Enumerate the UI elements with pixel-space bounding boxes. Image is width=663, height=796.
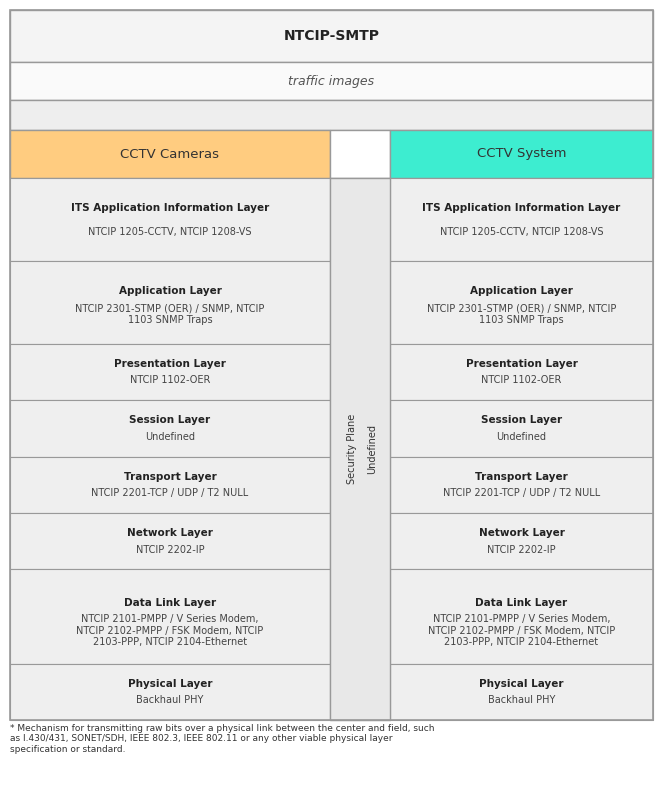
Text: NTCIP 2301-STMP (OER) / SNMP, NTCIP
1103 SNMP Traps: NTCIP 2301-STMP (OER) / SNMP, NTCIP 1103… bbox=[76, 304, 265, 326]
Text: Network Layer: Network Layer bbox=[127, 529, 213, 538]
Text: NTCIP 2301-STMP (OER) / SNMP, NTCIP
1103 SNMP Traps: NTCIP 2301-STMP (OER) / SNMP, NTCIP 1103… bbox=[427, 304, 616, 326]
Text: NTCIP 1205-CCTV, NTCIP 1208-VS: NTCIP 1205-CCTV, NTCIP 1208-VS bbox=[88, 227, 252, 237]
FancyBboxPatch shape bbox=[10, 100, 653, 130]
FancyBboxPatch shape bbox=[390, 513, 653, 569]
FancyBboxPatch shape bbox=[390, 178, 653, 261]
Text: Transport Layer: Transport Layer bbox=[123, 472, 216, 482]
Text: Transport Layer: Transport Layer bbox=[475, 472, 568, 482]
Text: NTCIP 2202-IP: NTCIP 2202-IP bbox=[487, 544, 556, 555]
Text: Backhaul PHY: Backhaul PHY bbox=[137, 695, 204, 705]
Text: Backhaul PHY: Backhaul PHY bbox=[488, 695, 555, 705]
FancyBboxPatch shape bbox=[10, 10, 653, 62]
Text: NTCIP 2101-PMPP / V Series Modem,
NTCIP 2102-PMPP / FSK Modem, NTCIP
2103-PPP, N: NTCIP 2101-PMPP / V Series Modem, NTCIP … bbox=[428, 614, 615, 647]
FancyBboxPatch shape bbox=[10, 261, 330, 344]
Text: NTCIP 2101-PMPP / V Series Modem,
NTCIP 2102-PMPP / FSK Modem, NTCIP
2103-PPP, N: NTCIP 2101-PMPP / V Series Modem, NTCIP … bbox=[76, 614, 264, 647]
FancyBboxPatch shape bbox=[10, 457, 330, 513]
Text: Application Layer: Application Layer bbox=[119, 286, 221, 295]
Text: ITS Application Information Layer: ITS Application Information Layer bbox=[71, 203, 269, 213]
FancyBboxPatch shape bbox=[390, 261, 653, 344]
FancyBboxPatch shape bbox=[390, 344, 653, 400]
FancyBboxPatch shape bbox=[390, 457, 653, 513]
FancyBboxPatch shape bbox=[390, 130, 653, 178]
Text: NTCIP 2201-TCP / UDP / T2 NULL: NTCIP 2201-TCP / UDP / T2 NULL bbox=[443, 488, 600, 498]
Text: Session Layer: Session Layer bbox=[481, 416, 562, 425]
Text: NTCIP 1102-OER: NTCIP 1102-OER bbox=[130, 375, 210, 385]
Text: * Mechanism for transmitting raw bits over a physical link between the center an: * Mechanism for transmitting raw bits ov… bbox=[10, 724, 434, 754]
FancyBboxPatch shape bbox=[390, 400, 653, 457]
Text: Network Layer: Network Layer bbox=[479, 529, 564, 538]
FancyBboxPatch shape bbox=[330, 457, 390, 513]
Text: Physical Layer: Physical Layer bbox=[128, 679, 212, 689]
FancyBboxPatch shape bbox=[10, 664, 330, 720]
Text: NTCIP-SMTP: NTCIP-SMTP bbox=[284, 29, 379, 43]
FancyBboxPatch shape bbox=[390, 569, 653, 664]
FancyBboxPatch shape bbox=[10, 513, 330, 569]
Text: Security Plane: Security Plane bbox=[347, 414, 357, 484]
Text: CCTV System: CCTV System bbox=[477, 147, 566, 161]
FancyBboxPatch shape bbox=[10, 178, 330, 261]
Text: NTCIP 1102-OER: NTCIP 1102-OER bbox=[481, 375, 562, 385]
Text: Undefined: Undefined bbox=[497, 431, 546, 442]
FancyBboxPatch shape bbox=[330, 130, 390, 178]
FancyBboxPatch shape bbox=[10, 344, 330, 400]
FancyBboxPatch shape bbox=[330, 569, 390, 664]
FancyBboxPatch shape bbox=[330, 178, 390, 261]
FancyBboxPatch shape bbox=[330, 261, 390, 344]
FancyBboxPatch shape bbox=[390, 664, 653, 720]
FancyBboxPatch shape bbox=[330, 664, 390, 720]
Text: Session Layer: Session Layer bbox=[129, 416, 211, 425]
FancyBboxPatch shape bbox=[10, 62, 653, 100]
FancyBboxPatch shape bbox=[10, 569, 330, 664]
Text: Presentation Layer: Presentation Layer bbox=[465, 359, 577, 369]
Text: NTCIP 1205-CCTV, NTCIP 1208-VS: NTCIP 1205-CCTV, NTCIP 1208-VS bbox=[440, 227, 603, 237]
Text: Undefined: Undefined bbox=[145, 431, 195, 442]
Text: Data Link Layer: Data Link Layer bbox=[124, 599, 216, 608]
Text: Presentation Layer: Presentation Layer bbox=[114, 359, 226, 369]
Text: CCTV Cameras: CCTV Cameras bbox=[121, 147, 219, 161]
Text: ITS Application Information Layer: ITS Application Information Layer bbox=[422, 203, 621, 213]
FancyBboxPatch shape bbox=[330, 400, 390, 457]
FancyBboxPatch shape bbox=[330, 344, 390, 400]
Text: Physical Layer: Physical Layer bbox=[479, 679, 564, 689]
FancyBboxPatch shape bbox=[10, 130, 330, 178]
Text: NTCIP 2202-IP: NTCIP 2202-IP bbox=[136, 544, 204, 555]
Text: NTCIP 2201-TCP / UDP / T2 NULL: NTCIP 2201-TCP / UDP / T2 NULL bbox=[91, 488, 249, 498]
Text: Application Layer: Application Layer bbox=[470, 286, 573, 295]
Text: Data Link Layer: Data Link Layer bbox=[475, 599, 568, 608]
FancyBboxPatch shape bbox=[330, 178, 390, 720]
Text: traffic images: traffic images bbox=[288, 75, 375, 88]
FancyBboxPatch shape bbox=[10, 400, 330, 457]
FancyBboxPatch shape bbox=[330, 513, 390, 569]
Text: Undefined: Undefined bbox=[367, 424, 377, 474]
